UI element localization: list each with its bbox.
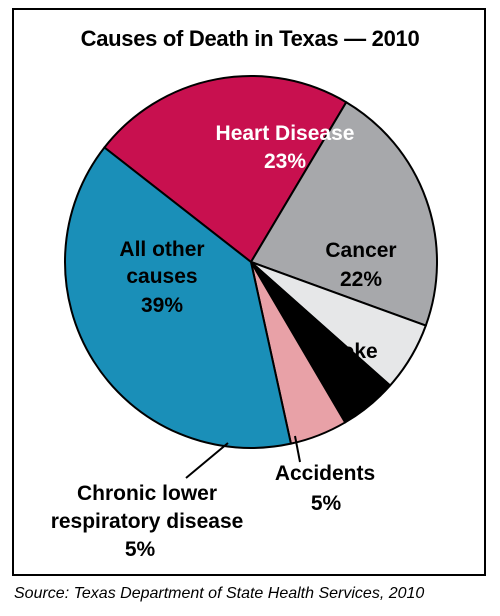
label-cancer: Cancer (325, 239, 396, 262)
label-respiratory-line2: respiratory disease (51, 510, 244, 533)
chart-title: Causes of Death in Texas — 2010 (80, 26, 420, 51)
value-heart-disease: 23% (264, 150, 306, 173)
chart-frame (12, 8, 486, 576)
leader-line-respiratory (185, 442, 229, 479)
source-note: Source: Texas Department of State Health… (14, 585, 425, 602)
value-all-other: 39% (141, 294, 183, 317)
value-accidents: 5% (311, 492, 342, 515)
value-respiratory: 5% (125, 538, 156, 561)
value-stroke: 6% (330, 370, 361, 393)
pie-slice-heart-disease (103, 75, 348, 263)
label-respiratory-line1: Chronic lower (77, 482, 217, 505)
leader-line-accidents (294, 435, 301, 463)
value-cancer: 22% (340, 268, 382, 291)
label-all-other-line2: causes (126, 265, 197, 288)
pie-slice-all-other-causes (64, 146, 292, 449)
label-stroke: Stroke (312, 340, 377, 363)
pie-slice-cancer (250, 101, 438, 327)
label-heart-disease: Heart Disease (216, 122, 355, 145)
label-accidents: Accidents (275, 462, 375, 485)
label-all-other-line1: All other (119, 238, 204, 261)
